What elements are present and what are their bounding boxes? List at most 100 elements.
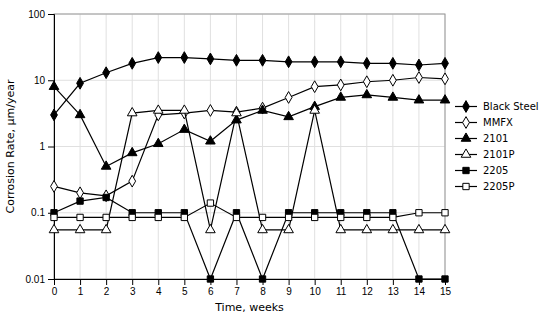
- marks: [49, 52, 450, 282]
- point: [232, 107, 242, 115]
- point: [51, 181, 58, 193]
- legend: Black SteelMMFX21012101P22052205P: [455, 101, 539, 192]
- legend-symbol: [463, 183, 469, 189]
- y-tick: 100: [28, 9, 54, 20]
- x-tick-label: 10: [310, 286, 322, 297]
- point: [337, 79, 344, 91]
- series: [51, 194, 448, 282]
- point: [51, 109, 58, 121]
- x-tick-label: 1: [78, 286, 84, 297]
- point: [311, 81, 318, 93]
- legend-symbol: [461, 133, 471, 141]
- point: [337, 56, 344, 68]
- x-axis: 0123456789101112131415: [52, 279, 452, 297]
- x-tick-mark: [367, 279, 368, 285]
- point: [259, 54, 266, 66]
- series: [49, 105, 450, 233]
- x-grid-line: [288, 14, 289, 279]
- point: [233, 214, 239, 220]
- grid: [54, 14, 445, 279]
- point: [284, 224, 294, 232]
- point: [362, 224, 372, 232]
- x-tick-mark: [236, 279, 237, 285]
- x-tick: 1: [78, 279, 84, 297]
- x-axis-line: [55, 280, 446, 286]
- series: [51, 72, 449, 202]
- x-axis-title: Time, weeks: [214, 301, 284, 314]
- x-tick-label: 5: [182, 286, 188, 297]
- point: [129, 214, 135, 220]
- legend-label: 2101: [483, 133, 508, 144]
- x-tick-label: 6: [208, 286, 214, 297]
- x-tick-mark: [158, 279, 159, 285]
- point: [103, 190, 110, 202]
- point: [77, 77, 84, 89]
- point: [77, 198, 83, 204]
- y-tick-mark: [48, 147, 54, 148]
- series-line: [54, 87, 445, 167]
- x-tick-label: 3: [130, 286, 136, 297]
- plot: 01234567891011121314150.010.1110100: [26, 9, 452, 297]
- series-line: [54, 197, 445, 279]
- point: [442, 210, 448, 216]
- point: [51, 214, 57, 220]
- x-tick: 0: [52, 279, 58, 297]
- point: [338, 214, 344, 220]
- point: [442, 276, 448, 282]
- point: [258, 105, 268, 113]
- point: [442, 73, 449, 85]
- y-grid-line: [54, 146, 445, 147]
- x-tick-mark: [315, 279, 316, 285]
- legend-label: Black Steel: [483, 101, 539, 112]
- y-tick-mark: [48, 279, 54, 280]
- legend-symbol: [463, 167, 469, 173]
- point: [101, 161, 111, 169]
- point: [129, 57, 136, 69]
- x-tick-label: 9: [286, 286, 292, 297]
- y-tick-label: 100: [28, 9, 45, 20]
- point: [259, 276, 265, 282]
- x-tick-label: 12: [362, 286, 374, 297]
- point: [233, 54, 240, 66]
- point: [206, 136, 216, 144]
- legend-item: 2101: [455, 133, 508, 144]
- series: [51, 200, 448, 221]
- point: [155, 52, 162, 64]
- point: [155, 214, 161, 220]
- point: [153, 138, 163, 146]
- point: [416, 72, 423, 84]
- legend-label: 2205: [483, 165, 508, 176]
- series-line: [54, 78, 445, 196]
- point: [180, 105, 190, 113]
- point: [77, 187, 84, 199]
- x-grid-line: [106, 14, 107, 279]
- x-grid-line: [392, 14, 393, 279]
- y-tick-mark: [48, 80, 54, 81]
- point: [206, 224, 216, 232]
- point: [416, 276, 422, 282]
- x-tick-mark: [393, 279, 394, 285]
- x-tick: 4: [156, 279, 162, 297]
- point: [285, 214, 291, 220]
- y-tick-label: 1: [39, 141, 45, 152]
- y-tick: 1: [39, 141, 54, 152]
- point: [336, 92, 346, 100]
- x-tick-mark: [289, 279, 290, 285]
- x-tick: 9: [286, 279, 292, 297]
- x-tick: 2: [104, 279, 110, 297]
- x-grid-line: [340, 14, 341, 279]
- point: [103, 194, 109, 200]
- series-line: [54, 110, 445, 229]
- point: [153, 105, 163, 113]
- point: [416, 210, 422, 216]
- point: [103, 214, 109, 220]
- x-tick: 11: [336, 279, 347, 297]
- point: [389, 57, 396, 69]
- x-tick: 12: [362, 279, 374, 297]
- point: [312, 214, 318, 220]
- x-grid-line: [366, 14, 367, 279]
- legend-item: Black Steel: [455, 101, 539, 113]
- point: [285, 92, 292, 104]
- point: [388, 92, 398, 100]
- point: [207, 200, 213, 206]
